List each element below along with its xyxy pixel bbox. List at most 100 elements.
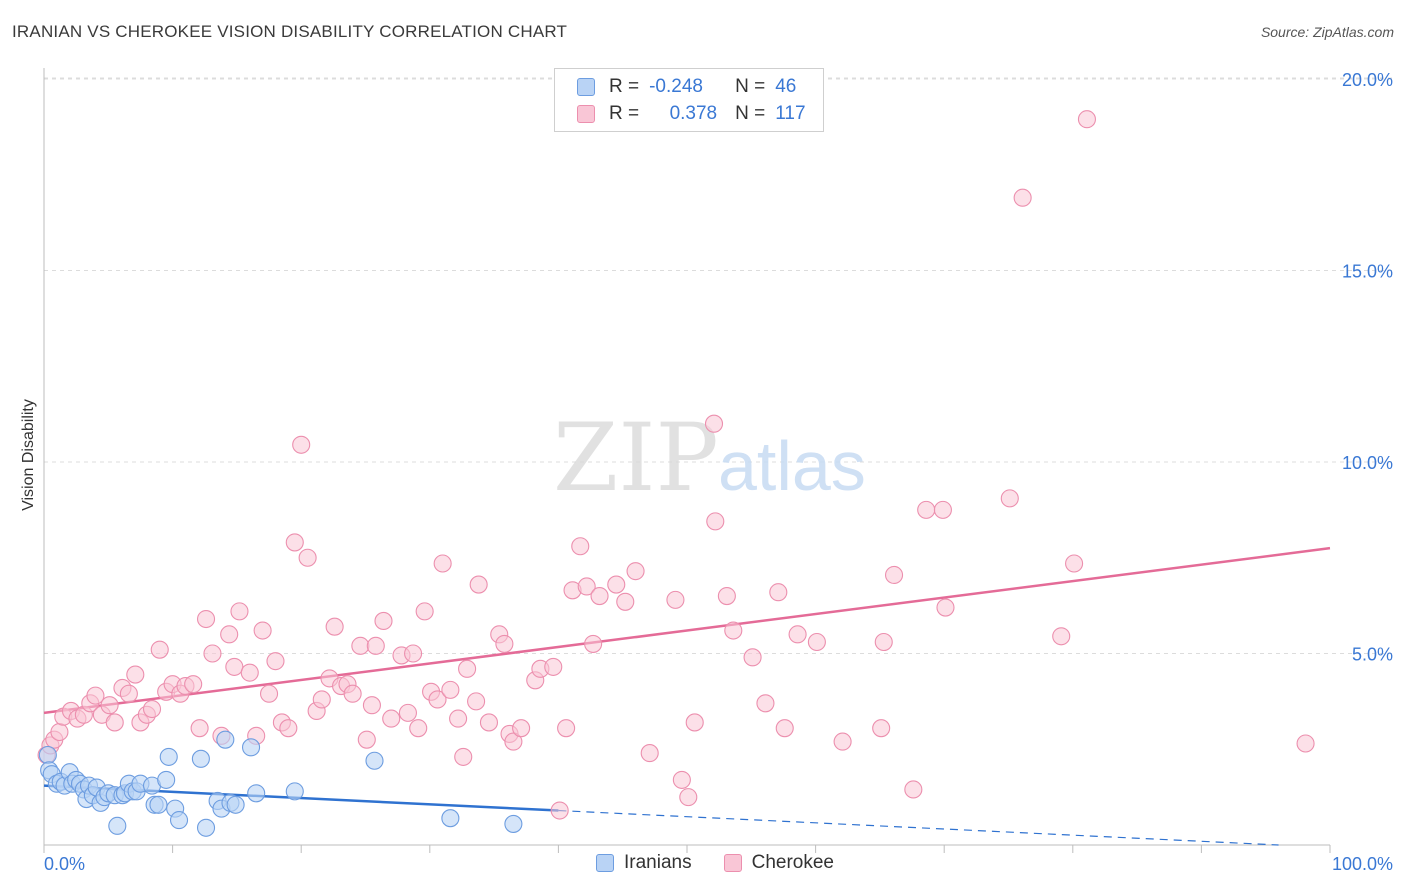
point-cherokee [775,719,794,738]
legend-n-label: N = [735,76,766,97]
point-cherokee [584,634,603,653]
point-cherokee [253,621,272,640]
point-cherokee [479,713,499,732]
point-cherokee [1013,188,1032,207]
point-cherokee [917,500,936,519]
y-tick-label: 15.0% [1342,262,1393,282]
point-iranian [108,816,127,835]
point-cherokee [312,690,331,709]
series-legend: Iranians Cherokee [596,852,866,874]
point-cherokee [640,744,659,763]
legend-swatch-iranians [577,78,595,96]
point-cherokee [936,598,955,617]
point-cherokee [616,592,635,611]
point-cherokee [704,414,724,433]
legend-row-iranians: R = -0.248 N = 46 [577,76,796,98]
point-iranian [196,818,216,837]
point-cherokee [126,665,145,684]
point-cherokee [467,692,486,711]
series-legend-iranians[interactable]: Iranians [596,852,692,874]
point-cherokee [685,713,704,732]
legend-row-cherokee: R = 0.378 N = 117 [577,103,806,125]
point-cherokee [366,636,385,655]
point-cherokee [706,512,725,531]
series-legend-cherokee[interactable]: Cherokee [723,852,834,874]
point-cherokee [469,575,488,594]
point-cherokee [577,577,596,596]
point-cherokee [203,644,222,663]
point-cherokee [724,621,743,640]
point-iranian [247,784,266,803]
point-cherokee [504,732,523,751]
point-cherokee [415,602,434,621]
point-cherokee [590,586,609,606]
point-cherokee [409,719,428,738]
point-cherokee [298,548,317,567]
point-cherokee [769,583,788,602]
legend-r-label: R = [609,76,640,97]
point-cherokee [325,617,344,636]
point-cherokee [557,719,576,738]
point-cherokee [788,625,807,644]
point-cherokee [184,675,203,694]
point-cherokee [374,611,393,630]
point-cherokee [220,625,239,644]
legend-n-value: 117 [775,103,806,124]
legend-r-label: R = [609,103,640,124]
point-cherokee [441,680,460,699]
legend-swatch-cherokee [577,105,595,123]
point-cherokee [544,657,563,676]
point-iranian [149,795,168,814]
series-label-cherokee: Cherokee [751,852,834,873]
point-cherokee [904,780,923,799]
point-cherokee [1000,489,1019,508]
point-cherokee [357,730,376,749]
point-cherokee [100,696,119,715]
legend-r-value: -0.248 [649,76,703,97]
chart-title: IRANIAN VS CHEROKEE VISION DISABILITY CO… [12,22,568,41]
point-cherokee [454,747,473,766]
correlation-legend: R = -0.248 N = 46 R = 0.378 N = 117 [554,68,824,132]
point-cherokee [872,719,891,738]
point-cherokee [1052,627,1071,646]
point-cherokee [495,634,514,653]
point-cherokee [666,590,685,609]
point-cherokee [458,659,477,678]
point-cherokee [240,663,259,682]
point-cherokee [433,554,452,573]
point-cherokee [571,537,590,556]
watermark-zip: ZIP [553,404,719,513]
point-iranian [216,730,235,749]
trend-line-iranian-extension [558,809,1279,846]
point-cherokee [607,575,626,594]
point-cherokee [292,435,311,454]
source-label: Source: ZipAtlas.com [1260,24,1394,40]
legend-n-label: N = [735,103,766,124]
point-cherokee [1065,554,1084,573]
point-cherokee [50,722,69,742]
point-cherokee [382,709,401,728]
watermark-atlas: atlas [718,427,866,505]
y-tick-label: 20.0% [1342,70,1393,90]
point-cherokee [105,713,124,732]
x-tick-label: 0.0% [44,854,85,874]
point-cherokee [717,586,736,606]
series-swatch-iranians [596,854,614,872]
point-cherokee [259,684,279,703]
point-cherokee [398,703,417,722]
point-cherokee [1077,110,1096,129]
point-cherokee [428,690,447,709]
point-cherokee [679,788,698,807]
point-cherokee [150,640,169,659]
point-cherokee [672,770,691,789]
point-cherokee [266,652,285,671]
point-cherokee [512,719,531,738]
point-cherokee [933,500,952,519]
point-cherokee [196,609,216,629]
point-cherokee [225,657,244,676]
point-cherokee [404,644,423,663]
point-iranian [504,814,523,833]
point-cherokee [1296,734,1315,753]
point-iranian [441,809,460,828]
